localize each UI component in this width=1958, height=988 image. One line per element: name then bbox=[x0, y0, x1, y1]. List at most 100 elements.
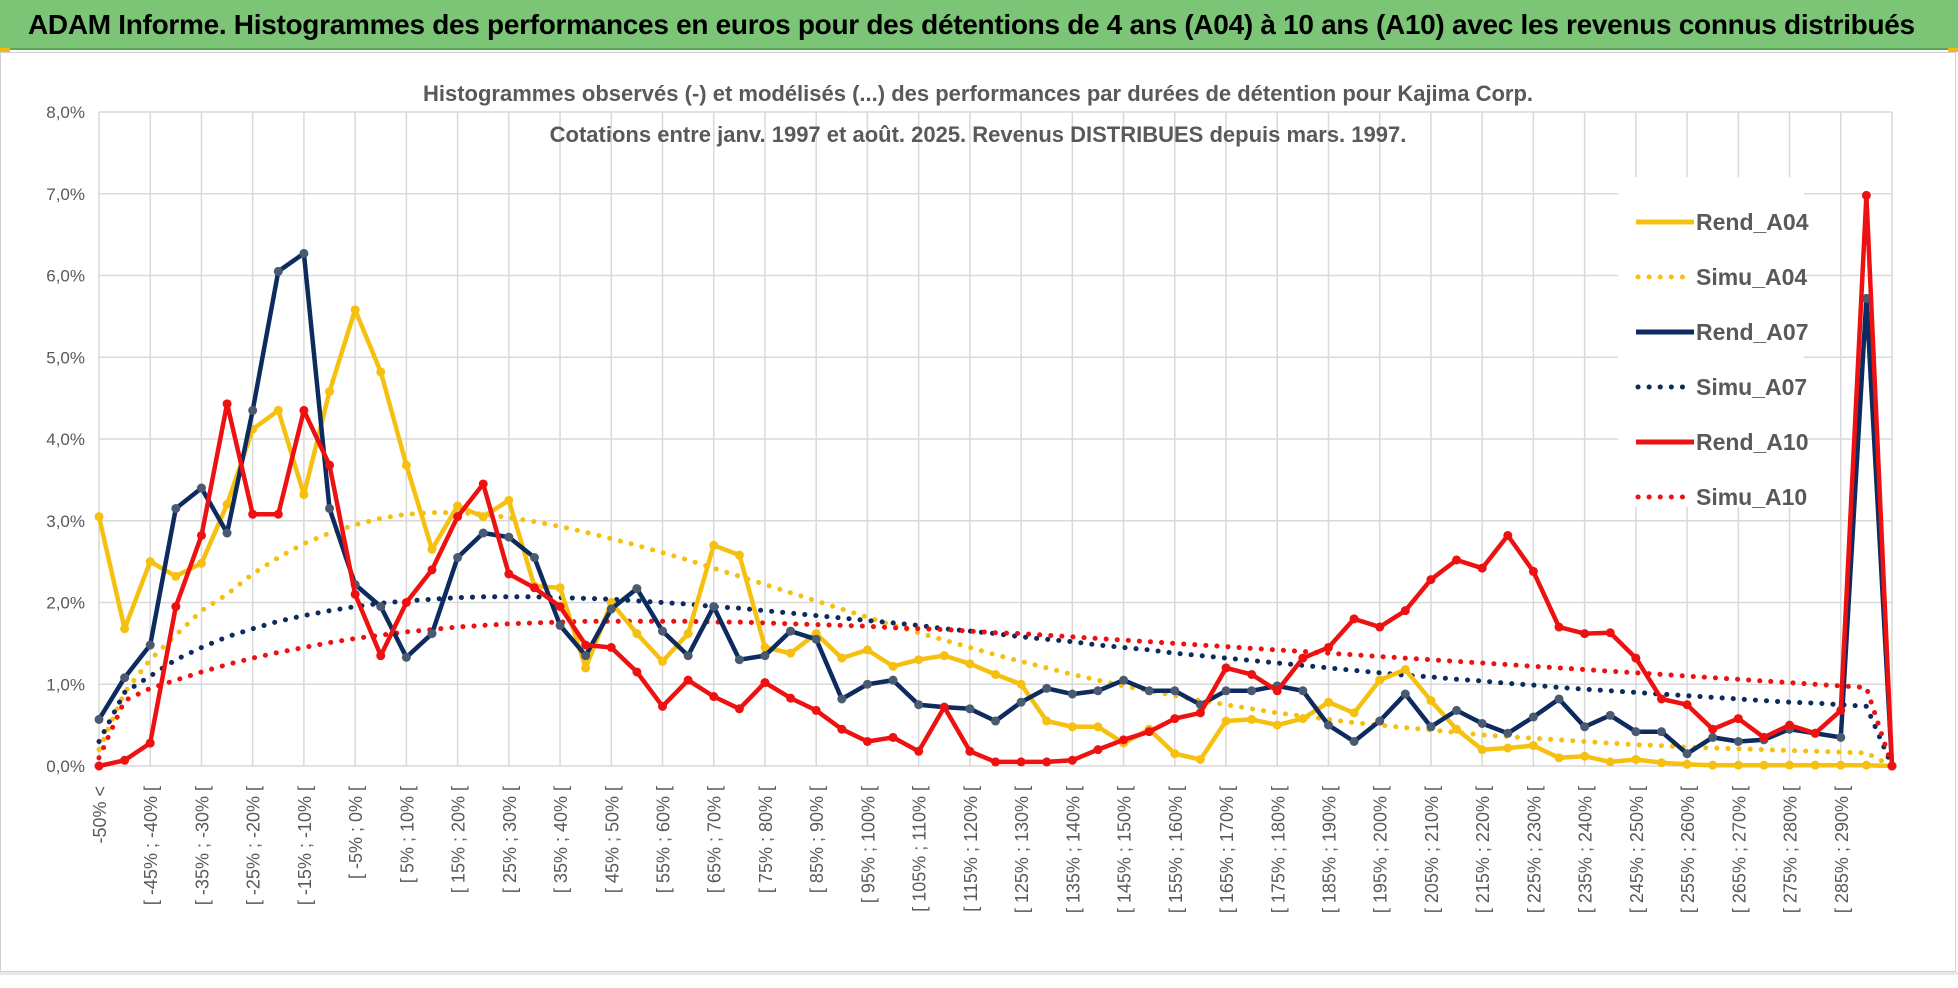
data-point bbox=[1298, 653, 1308, 663]
data-point bbox=[1477, 745, 1487, 755]
data-point bbox=[1682, 759, 1692, 769]
x-axis-ticks: -50% < [ -45% ; -40% [[ -35% ; -30% [[ -2… bbox=[90, 786, 1852, 913]
data-point bbox=[991, 716, 1000, 726]
data-point bbox=[196, 483, 206, 493]
data-point bbox=[1067, 689, 1077, 699]
data-point bbox=[1810, 760, 1820, 770]
x-tick-label: [ 55% ; 60% [ bbox=[654, 786, 674, 893]
performance-histogram-chart: 0,0% 1,0% 2,0% 3,0% 4,0% 5,0% 6,0% 7,0% 8,0% -50… bbox=[46, 81, 1897, 913]
data-point bbox=[862, 679, 872, 689]
data-point bbox=[1708, 760, 1718, 770]
data-point bbox=[222, 399, 232, 409]
data-point bbox=[1323, 697, 1333, 707]
chart-title: Histogrammes observés (-) et modélisés (… bbox=[423, 81, 1533, 106]
legend-box bbox=[1618, 177, 1804, 507]
y-axis-ticks: 0,0% 1,0% 2,0% 3,0% 4,0% 5,0% 6,0% 7,0% 8,0% bbox=[46, 103, 85, 776]
x-tick-label: [ 195% ; 200% [ bbox=[1371, 786, 1391, 913]
data-point bbox=[1247, 669, 1257, 679]
data-point bbox=[734, 550, 744, 560]
data-point bbox=[1477, 718, 1487, 728]
x-tick-label: [ 155% ; 160% [ bbox=[1166, 786, 1186, 913]
data-point bbox=[555, 602, 565, 612]
x-tick-label: [ 245% ; 250% [ bbox=[1627, 786, 1647, 913]
series-simu_a10 bbox=[96, 618, 1895, 769]
data-point bbox=[401, 652, 411, 662]
data-point bbox=[1759, 760, 1769, 770]
x-tick-label: [ 5% ; 10% [ bbox=[397, 786, 417, 883]
data-point bbox=[1349, 614, 1359, 624]
data-point bbox=[837, 653, 847, 663]
data-point bbox=[1861, 190, 1871, 200]
data-point bbox=[1400, 665, 1410, 675]
data-point bbox=[1272, 720, 1282, 730]
data-point bbox=[325, 387, 335, 397]
data-point bbox=[555, 583, 565, 593]
data-point bbox=[1323, 642, 1333, 652]
x-tick-label: [ 95% ; 100% [ bbox=[858, 786, 878, 903]
data-point bbox=[1810, 728, 1820, 738]
legend-label: Rend_A04 bbox=[1696, 209, 1809, 235]
data-point bbox=[760, 642, 770, 652]
data-point bbox=[325, 460, 335, 470]
data-point bbox=[658, 656, 668, 666]
series-line bbox=[96, 618, 1895, 769]
data-point bbox=[1426, 696, 1436, 706]
data-point bbox=[196, 558, 206, 568]
x-tick-label: [ -25% ; -20% [ bbox=[244, 786, 264, 905]
data-point bbox=[529, 583, 539, 593]
data-point bbox=[1605, 757, 1615, 767]
x-tick-label: [ 285% ; 290% [ bbox=[1832, 786, 1852, 913]
data-point bbox=[1528, 712, 1538, 722]
series-line bbox=[96, 510, 1895, 769]
data-point bbox=[1298, 714, 1308, 724]
data-point bbox=[991, 757, 1000, 767]
data-point bbox=[145, 738, 155, 748]
chart-subtitle: Cotations entre janv. 1997 et août. 2025… bbox=[550, 122, 1407, 147]
x-tick-label: -50% < bbox=[90, 786, 110, 844]
data-point bbox=[1836, 760, 1846, 770]
data-point bbox=[120, 624, 130, 634]
x-tick-label: [ 275% ; 280% [ bbox=[1781, 786, 1801, 913]
data-point bbox=[171, 571, 181, 581]
data-point bbox=[1477, 563, 1487, 573]
data-point bbox=[1861, 760, 1871, 770]
x-tick-label: [ -35% ; -30% [ bbox=[192, 786, 212, 905]
chart-area: 0,0% 1,0% 2,0% 3,0% 4,0% 5,0% 6,0% 7,0% 8,0% -50… bbox=[0, 52, 1958, 983]
data-point bbox=[683, 675, 693, 685]
data-point bbox=[914, 700, 924, 710]
data-point bbox=[145, 557, 155, 567]
data-point bbox=[862, 645, 872, 655]
series-simu_a04 bbox=[96, 510, 1895, 769]
data-point bbox=[1733, 714, 1743, 724]
data-point bbox=[862, 736, 872, 746]
data-point bbox=[1785, 760, 1795, 770]
data-point bbox=[376, 602, 386, 612]
data-point bbox=[709, 540, 719, 550]
data-point bbox=[581, 651, 591, 661]
data-point bbox=[786, 648, 796, 658]
data-point bbox=[632, 629, 642, 639]
data-point bbox=[888, 675, 898, 685]
data-point bbox=[1554, 753, 1564, 763]
data-point bbox=[1452, 705, 1462, 715]
data-point bbox=[1375, 622, 1385, 632]
y-tick-label: 0,0% bbox=[46, 757, 85, 776]
x-tick-label: [ 175% ; 180% [ bbox=[1268, 786, 1288, 913]
data-point bbox=[171, 503, 181, 513]
data-point bbox=[581, 663, 591, 673]
data-point bbox=[1093, 722, 1103, 732]
data-point bbox=[811, 634, 821, 644]
data-point bbox=[1631, 727, 1641, 737]
data-point bbox=[94, 761, 104, 771]
data-point bbox=[965, 746, 975, 756]
data-point bbox=[786, 626, 796, 636]
data-point bbox=[1708, 724, 1718, 734]
x-tick-label: [ 215% ; 220% [ bbox=[1473, 786, 1493, 913]
data-point bbox=[888, 732, 898, 742]
data-point bbox=[1170, 686, 1180, 696]
data-point bbox=[427, 544, 437, 554]
data-point bbox=[401, 598, 411, 607]
data-point bbox=[1426, 722, 1436, 732]
data-point bbox=[939, 702, 949, 712]
x-tick-label: [ 255% ; 260% [ bbox=[1678, 786, 1698, 913]
